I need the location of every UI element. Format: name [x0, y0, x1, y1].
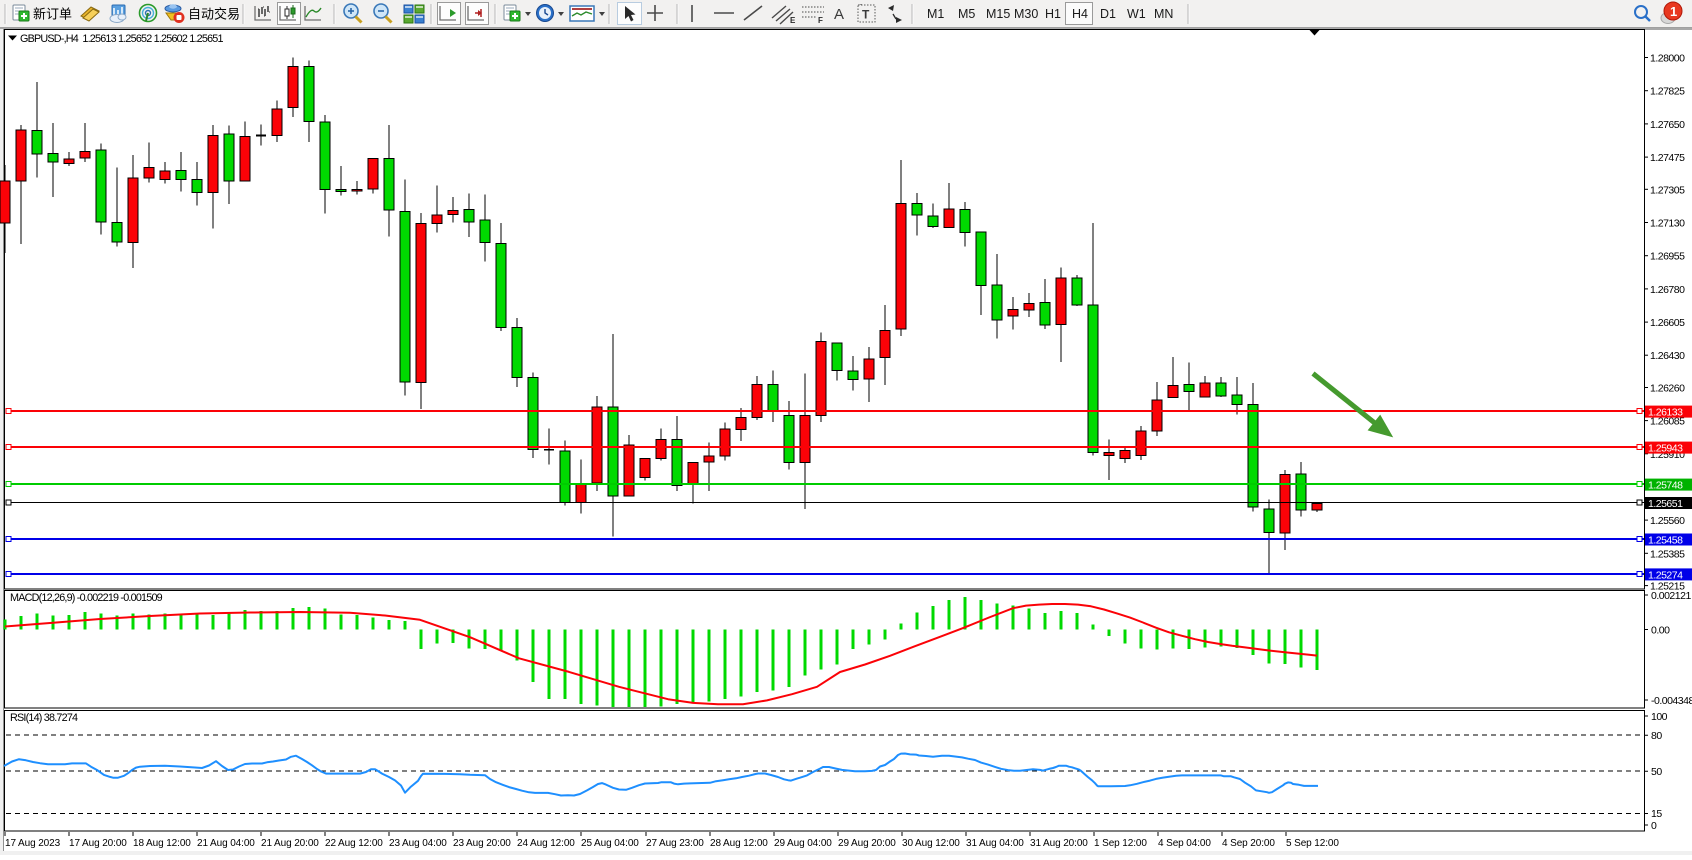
svg-text:1.25458: 1.25458 — [1648, 535, 1683, 547]
svg-text:28 Aug 12:00: 28 Aug 12:00 — [710, 838, 768, 849]
svg-text:1.27650: 1.27650 — [1650, 119, 1685, 131]
svg-text:1.25215: 1.25215 — [1650, 581, 1685, 593]
svg-text:25 Aug 04:00: 25 Aug 04:00 — [581, 838, 639, 849]
svg-text:1.25943: 1.25943 — [1648, 443, 1683, 455]
svg-text:H1: H1 — [1045, 7, 1061, 21]
svg-text:自动交易: 自动交易 — [188, 7, 240, 22]
svg-text:4 Sep 04:00: 4 Sep 04:00 — [1158, 838, 1211, 849]
svg-text:1.27305: 1.27305 — [1650, 184, 1685, 196]
svg-text:0.002121: 0.002121 — [1651, 590, 1691, 602]
svg-text:80: 80 — [1651, 730, 1662, 742]
svg-text:1.25651: 1.25651 — [1648, 498, 1683, 510]
svg-text:1.28000: 1.28000 — [1650, 53, 1685, 65]
svg-text:21 Aug 20:00: 21 Aug 20:00 — [261, 838, 319, 849]
svg-text:31 Aug 20:00: 31 Aug 20:00 — [1030, 838, 1088, 849]
svg-text:1: 1 — [1670, 4, 1677, 19]
svg-text:1.27825: 1.27825 — [1650, 86, 1685, 98]
svg-text:31 Aug 04:00: 31 Aug 04:00 — [966, 838, 1024, 849]
svg-text:MN: MN — [1154, 7, 1173, 21]
svg-text:1.25748: 1.25748 — [1648, 480, 1683, 492]
svg-text:1.26260: 1.26260 — [1650, 383, 1685, 395]
svg-text:1.26085: 1.26085 — [1650, 416, 1685, 428]
svg-text:1.26955: 1.26955 — [1650, 251, 1685, 263]
svg-text:17 Aug 2023: 17 Aug 2023 — [5, 838, 61, 849]
svg-text:23 Aug 20:00: 23 Aug 20:00 — [453, 838, 511, 849]
svg-text:5 Sep 12:00: 5 Sep 12:00 — [1286, 838, 1339, 849]
svg-text:GBPUSD-,H4 1.25613 1.25652 1.: GBPUSD-,H4 1.25613 1.25652 1.25602 1.256… — [20, 33, 224, 45]
svg-text:17 Aug 20:00: 17 Aug 20:00 — [69, 838, 127, 849]
svg-text:新订单: 新订单 — [33, 7, 72, 22]
svg-text:23 Aug 04:00: 23 Aug 04:00 — [389, 838, 447, 849]
svg-text:F: F — [818, 16, 823, 25]
svg-text:18 Aug 12:00: 18 Aug 12:00 — [133, 838, 191, 849]
svg-text:1 Sep 12:00: 1 Sep 12:00 — [1094, 838, 1147, 849]
svg-text:D1: D1 — [1100, 7, 1116, 21]
svg-text:1.26430: 1.26430 — [1650, 350, 1685, 362]
svg-text:M1: M1 — [927, 7, 944, 21]
svg-text:4 Sep 20:00: 4 Sep 20:00 — [1222, 838, 1275, 849]
svg-text:30 Aug 12:00: 30 Aug 12:00 — [902, 838, 960, 849]
svg-text:22 Aug 12:00: 22 Aug 12:00 — [325, 838, 383, 849]
svg-text:0.00: 0.00 — [1651, 625, 1670, 637]
svg-text:1.26780: 1.26780 — [1650, 284, 1685, 296]
svg-text:0: 0 — [1651, 820, 1657, 832]
svg-text:1.25274: 1.25274 — [1648, 569, 1683, 581]
svg-text:1.26605: 1.26605 — [1650, 317, 1685, 329]
svg-text:1.26133: 1.26133 — [1648, 407, 1683, 419]
svg-text:15: 15 — [1651, 808, 1662, 820]
svg-text:A: A — [834, 6, 844, 23]
svg-text:M5: M5 — [958, 7, 975, 21]
svg-text:M30: M30 — [1014, 7, 1038, 21]
svg-text:1.25385: 1.25385 — [1650, 548, 1685, 560]
svg-text:24 Aug 12:00: 24 Aug 12:00 — [517, 838, 575, 849]
svg-text:21 Aug 04:00: 21 Aug 04:00 — [197, 838, 255, 849]
svg-text:27 Aug 23:00: 27 Aug 23:00 — [646, 838, 704, 849]
svg-text:100: 100 — [1651, 711, 1668, 723]
svg-text:E: E — [790, 16, 796, 25]
svg-text:H4: H4 — [1072, 7, 1088, 21]
svg-text:1.27475: 1.27475 — [1650, 152, 1685, 164]
svg-text:RSI(14) 38.7274: RSI(14) 38.7274 — [10, 712, 78, 724]
svg-text:T: T — [862, 8, 870, 22]
svg-text:W1: W1 — [1127, 7, 1146, 21]
svg-text:MACD(12,26,9) -0.002219 -0.001: MACD(12,26,9) -0.002219 -0.001509 — [10, 592, 163, 604]
svg-text:50: 50 — [1651, 766, 1662, 778]
svg-text:1.25560: 1.25560 — [1650, 515, 1685, 527]
svg-text:29 Aug 04:00: 29 Aug 04:00 — [774, 838, 832, 849]
svg-text:29 Aug 20:00: 29 Aug 20:00 — [838, 838, 896, 849]
svg-text:M15: M15 — [986, 7, 1010, 21]
svg-text:-0.004348: -0.004348 — [1651, 695, 1692, 707]
svg-text:1.27130: 1.27130 — [1650, 218, 1685, 230]
